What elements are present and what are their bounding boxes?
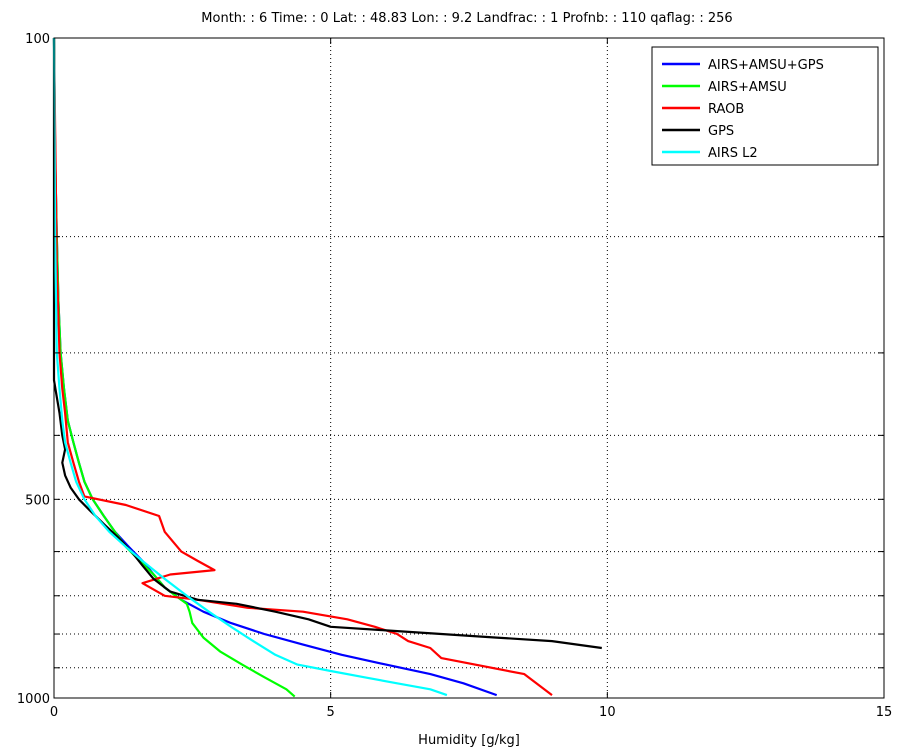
y-tick-label-1: 500 [25,493,50,508]
chart-title: Month: : 6 Time: : 0 Lat: : 48.83 Lon: :… [201,11,732,26]
series-line-airs-l2 [52,37,448,697]
legend: AIRS+AMSU+GPS AIRS+AMSU RAOB GPS AIRS L2 [651,46,879,166]
legend-label-3: GPS [708,124,734,139]
legend-label-0: AIRS+AMSU+GPS [708,58,824,73]
y-tick-label-0: 100 [25,32,50,47]
x-tick-label-3: 15 [876,705,893,720]
legend-box [651,46,879,166]
x-tick-label-1: 5 [327,705,335,720]
y-tick-label-2: 1000 [17,692,50,707]
series-line-raob [52,37,553,696]
x-tick-label-2: 10 [599,705,616,720]
legend-label-1: AIRS+AMSU [708,80,787,95]
plot-frame [53,37,885,699]
legend-label-2: RAOB [708,102,744,117]
x-axis-ticks: 0 5 10 15 [50,38,892,720]
series-lines [52,37,602,698]
legend-label-4: AIRS L2 [708,146,758,161]
x-tick-label-0: 0 [50,705,58,720]
x-axis-label: Humidity [g/kg] [418,733,520,748]
y-axis-ticks: 100 500 1000 [17,32,884,707]
